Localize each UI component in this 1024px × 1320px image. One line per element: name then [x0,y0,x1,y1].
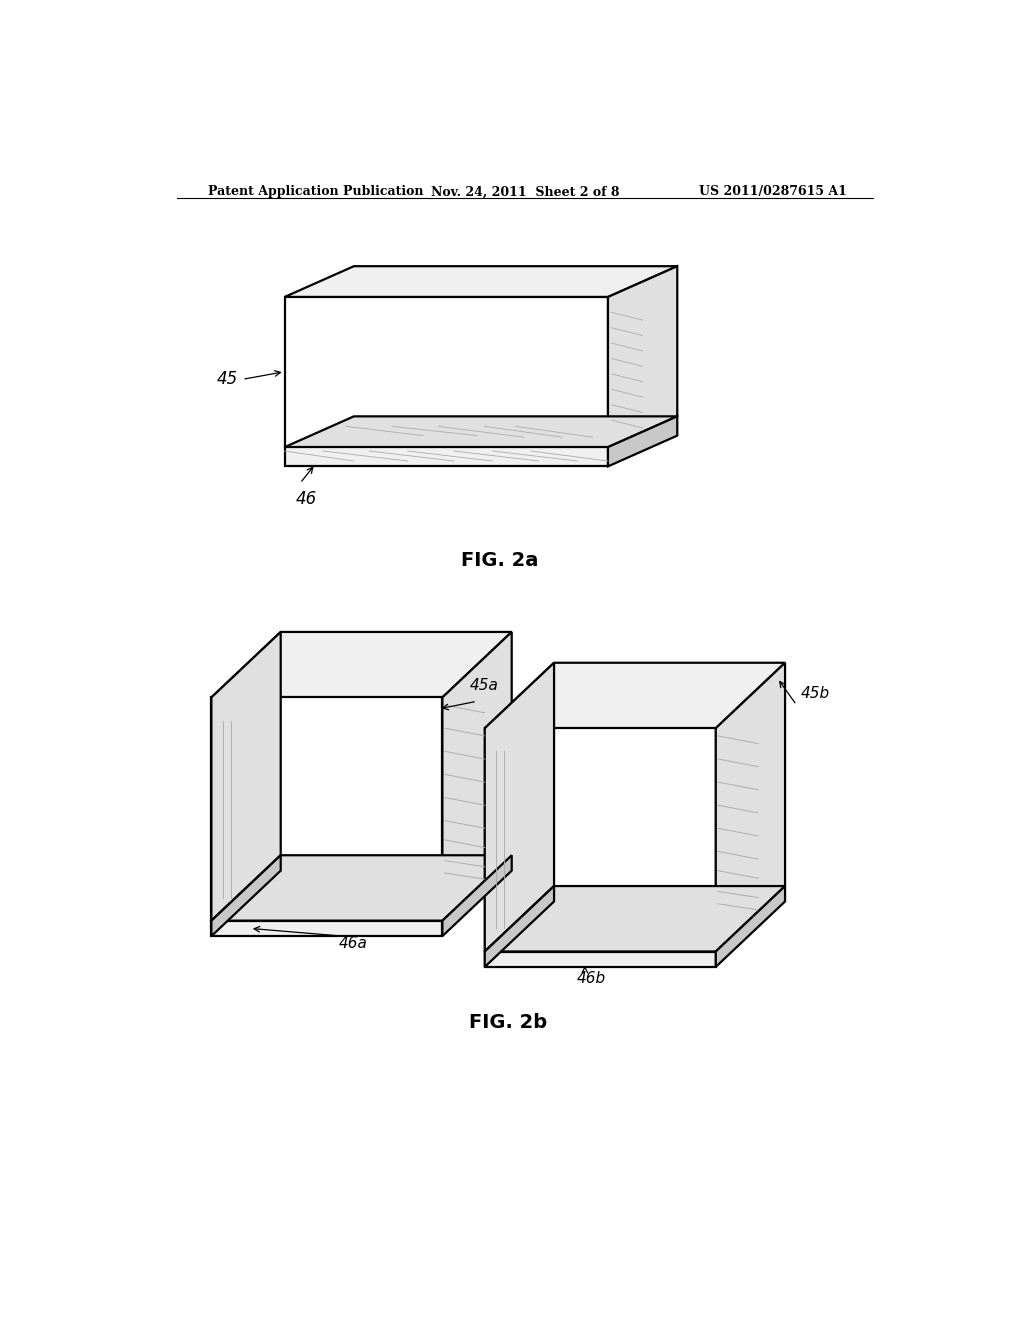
Polygon shape [211,855,281,936]
Polygon shape [608,416,677,466]
Polygon shape [484,729,716,952]
Polygon shape [211,697,442,921]
Polygon shape [442,855,512,936]
Text: 45b: 45b [801,686,829,701]
Polygon shape [211,921,442,936]
Polygon shape [285,416,677,447]
Polygon shape [285,297,608,447]
Text: Nov. 24, 2011  Sheet 2 of 8: Nov. 24, 2011 Sheet 2 of 8 [430,185,620,198]
Polygon shape [442,632,512,921]
Polygon shape [716,886,785,966]
Text: 45a: 45a [469,678,499,693]
Polygon shape [484,886,785,952]
Polygon shape [211,632,512,697]
Polygon shape [484,952,716,966]
Text: FIG. 2b: FIG. 2b [469,1014,547,1032]
Text: US 2011/0287615 A1: US 2011/0287615 A1 [698,185,847,198]
Text: FIG. 2a: FIG. 2a [462,552,539,570]
Polygon shape [285,267,677,297]
Polygon shape [211,855,512,921]
Polygon shape [211,632,281,921]
Polygon shape [716,663,785,952]
Text: 46a: 46a [339,936,368,952]
Polygon shape [484,663,554,952]
Text: 45: 45 [217,371,239,388]
Polygon shape [484,886,554,966]
Polygon shape [484,663,785,729]
Polygon shape [608,267,677,447]
Text: 46b: 46b [578,972,606,986]
Text: 46: 46 [296,490,317,507]
Polygon shape [285,447,608,466]
Text: Patent Application Publication: Patent Application Publication [208,185,423,198]
